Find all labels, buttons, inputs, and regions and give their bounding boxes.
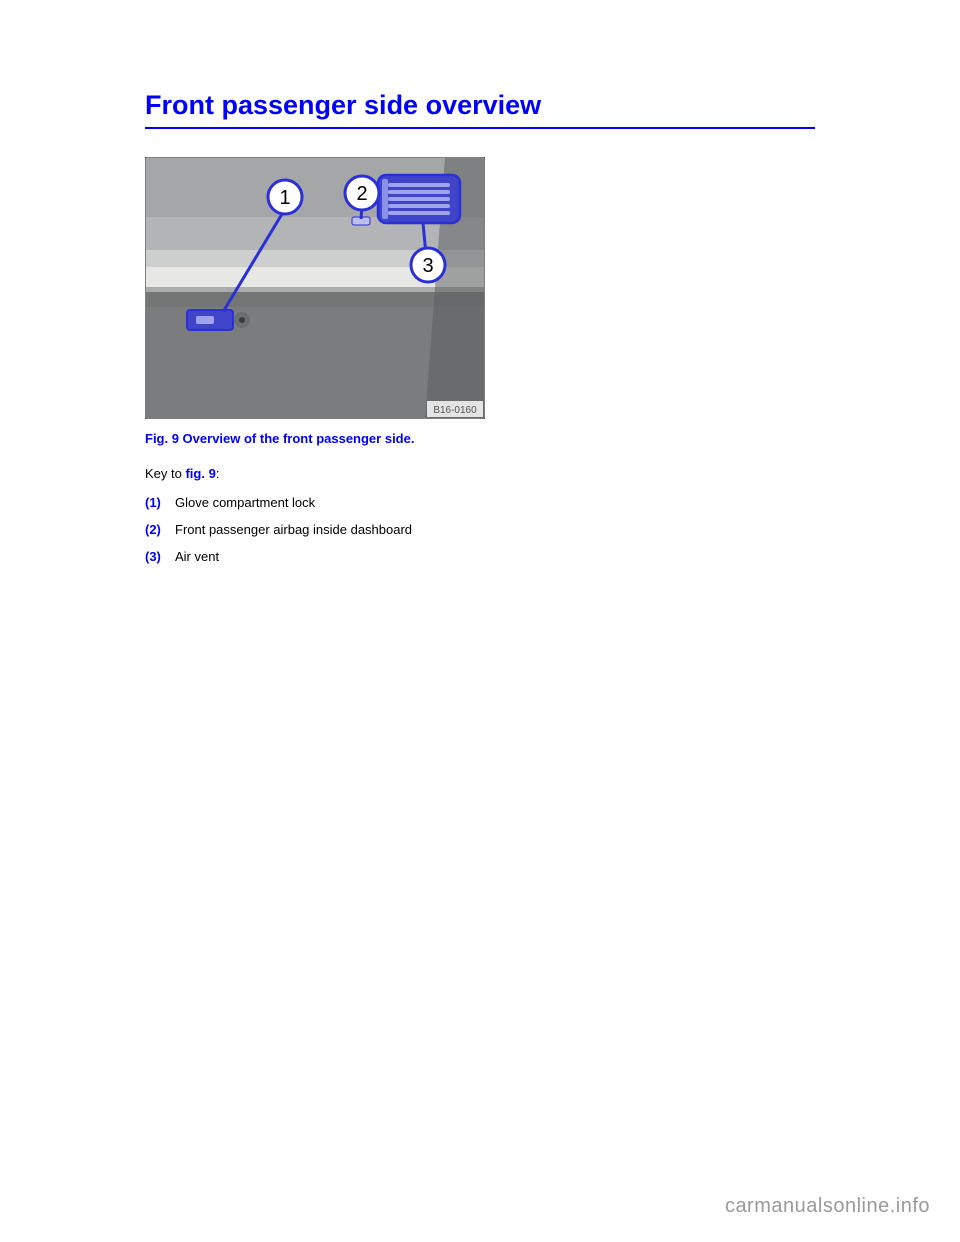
item-number: (1) [145, 495, 175, 510]
list-item: (2) Front passenger airbag inside dashbo… [145, 522, 815, 537]
key-intro-suffix: : [216, 466, 220, 481]
title-rule [145, 127, 815, 129]
svg-text:1: 1 [279, 187, 290, 209]
figure-caption: Fig. 9 Overview of the front passenger s… [145, 431, 815, 446]
key-intro-prefix: Key to [145, 466, 185, 481]
item-text: Glove compartment lock [175, 495, 315, 510]
air-vent-graphic [378, 175, 460, 223]
svg-text:3: 3 [422, 255, 433, 277]
page-title: Front passenger side overview [145, 90, 815, 121]
list-item: (3) Air vent [145, 549, 815, 564]
ref-plate-text: B16-0160 [433, 405, 477, 416]
key-intro: Key to fig. 9: [145, 466, 815, 481]
glovebox-handle-graphic [187, 310, 250, 330]
item-number: (3) [145, 549, 175, 564]
key-intro-figref: fig. 9 [185, 466, 215, 481]
page: Front passenger side overview [0, 0, 960, 1242]
figure-svg: 1 2 3 B16-0160 [145, 157, 485, 419]
list-item: (1) Glove compartment lock [145, 495, 815, 510]
item-text: Air vent [175, 549, 219, 564]
item-text: Front passenger airbag inside dashboard [175, 522, 412, 537]
figure-9: 1 2 3 B16-0160 [145, 157, 485, 419]
callout-1: 1 [268, 180, 302, 214]
callout-2: 2 [345, 176, 379, 210]
item-number: (2) [145, 522, 175, 537]
callout-3: 3 [411, 248, 445, 282]
svg-text:2: 2 [356, 183, 367, 205]
footer-watermark: carmanualsonline.info [725, 1195, 930, 1218]
